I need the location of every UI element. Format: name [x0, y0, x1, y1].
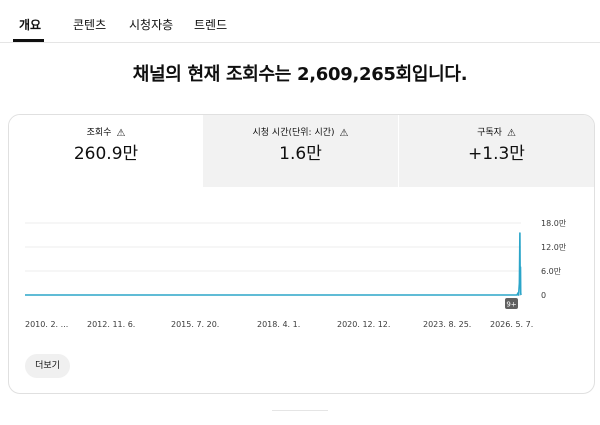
- tab-overview[interactable]: 개요: [19, 18, 42, 32]
- chart-y-tick-label: 6.0만: [541, 267, 562, 276]
- chart-series-line: [25, 232, 522, 296]
- metric-tab-watch-time[interactable]: 시청 시간(단위: 시간) ⚠ 1.6만: [203, 115, 398, 187]
- tab-trends[interactable]: 트렌드: [194, 18, 228, 32]
- metric-label-watch-time: 시청 시간(단위: 시간): [252, 128, 335, 138]
- channel-views-headline: 채널의 현재 조회수는 2,609,265회입니다.: [132, 64, 468, 85]
- warning-triangle-icon[interactable]: ⚠: [339, 128, 349, 139]
- tab-content[interactable]: 콘텐츠: [73, 18, 107, 32]
- tab-audience[interactable]: 시청자층: [129, 18, 174, 32]
- chart-y-tick-label: 18.0만: [541, 219, 567, 228]
- metric-label-subscribers: 구독자: [477, 128, 502, 138]
- analytics-tab-bar: 개요 콘텐츠 시청자층 트렌드: [0, 0, 600, 43]
- active-tab-indicator: [13, 39, 44, 42]
- chart-annotation-badge: [505, 298, 518, 309]
- metric-value-subscribers: +1.3만: [468, 144, 525, 164]
- chart-y-tick-label: 0: [541, 291, 546, 300]
- metric-tab-subscribers[interactable]: 구독자 ⚠ +1.3만: [399, 115, 594, 187]
- metric-tab-views[interactable]: 조회수 ⚠ 260.9만: [9, 115, 203, 187]
- divider-line: [272, 410, 328, 411]
- warning-triangle-icon[interactable]: ⚠: [506, 128, 516, 139]
- chart-x-tick-label: 2012. 11. 6.: [87, 320, 135, 329]
- chart-x-tick-label: 2026. 5. 7.: [490, 320, 533, 329]
- chart-x-tick-label: 2023. 8. 25.: [423, 320, 471, 329]
- chart-y-tick-label: 12.0만: [541, 243, 567, 252]
- warning-triangle-icon[interactable]: ⚠: [116, 128, 126, 139]
- chart-x-tick-label: 2020. 12. 12.: [337, 320, 390, 329]
- views-line-chart: 18.0만 12.0만 6.0만 0 2010. 2. ... 2012. 11. 6. 2…: [25, 219, 567, 329]
- chart-x-tick-label: 2018. 4. 1.: [257, 320, 300, 329]
- overview-card: 조회수 ⚠ 260.9만 시청 시간(단위: 시간) ⚠ 1.6만 구독자 ⚠ +1.…: [8, 114, 595, 394]
- metric-divider: [398, 115, 399, 187]
- metric-value-views: 260.9만: [73, 144, 139, 164]
- more-button[interactable]: 더보기: [25, 354, 70, 378]
- chart-x-tick-label: 2010. 2. ...: [25, 320, 68, 329]
- metric-value-watch-time: 1.6만: [279, 144, 322, 164]
- chart-annotation-badge-label: 9+: [506, 301, 516, 309]
- chart-x-tick-label: 2015. 7. 20.: [171, 320, 219, 329]
- metric-label-views: 조회수: [86, 128, 112, 138]
